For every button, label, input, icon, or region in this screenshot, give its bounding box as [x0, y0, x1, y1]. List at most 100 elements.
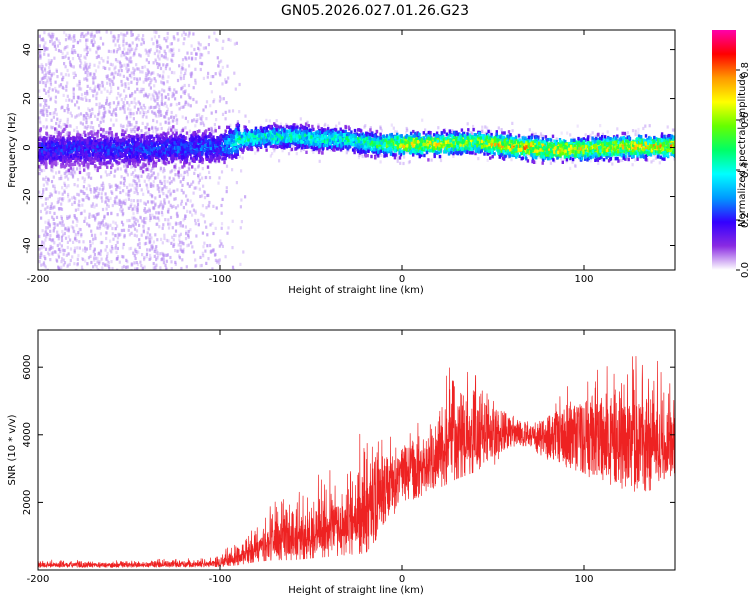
spectrogram-noise-cell — [81, 97, 84, 101]
spectrogram-noise-cell — [42, 183, 45, 187]
spectrogram-noise-cell — [98, 187, 101, 191]
spectrogram-noise-cell — [144, 168, 148, 172]
spectrogram-noise-cell — [188, 129, 191, 133]
spectrogram-noise-cell — [150, 71, 153, 75]
spectrogram-noise-cell — [69, 63, 72, 67]
spectrogram-noise-cell — [132, 66, 135, 71]
spectrogram-noise-cell — [96, 268, 99, 270]
spectrogram-halo-cell — [396, 153, 399, 157]
spectrogram-noise-cell — [85, 63, 88, 67]
spectrogram-noise-cell — [169, 255, 172, 260]
spectrogram-noise-cell — [85, 39, 88, 43]
spectrogram-noise-cell — [199, 52, 202, 56]
spectrogram-noise-cell — [45, 135, 49, 139]
spectrogram-halo-cell — [395, 130, 398, 134]
spectrogram-noise-cell — [76, 100, 79, 104]
spectrogram-noise-cell — [113, 201, 117, 206]
spectrogram-noise-cell — [156, 62, 159, 66]
spectrogram-noise-cell — [69, 247, 73, 251]
spectrogram-noise-cell — [120, 228, 123, 233]
spectrogram-noise-cell — [146, 157, 149, 161]
spectrogram-noise-cell — [54, 86, 57, 91]
spectrogram-noise-cell — [44, 256, 47, 260]
spectrogram-halo-cell — [380, 128, 383, 132]
spectrogram-noise-cell — [80, 234, 83, 238]
spectrogram-halo-cell — [390, 123, 393, 127]
spectrogram-noise-cell — [73, 249, 76, 253]
spectrogram-noise-cell — [143, 256, 146, 260]
spectrogram-noise-cell — [89, 114, 92, 118]
spectrogram-noise-cell — [83, 48, 86, 52]
spectrogram-noise-cell — [84, 216, 87, 220]
spectrogram-noise-cell — [41, 112, 44, 116]
spectrogram-noise-cell — [233, 71, 236, 75]
spectrogram-cell — [636, 154, 639, 158]
spectrogram-halo-cell — [666, 125, 669, 129]
spectrogram-noise-cell — [159, 166, 162, 170]
spectrogram-noise-cell — [180, 86, 183, 91]
spectrogram-noise-cell — [151, 173, 154, 177]
spectrogram-noise-cell — [187, 93, 190, 97]
spectrogram-noise-cell — [181, 115, 184, 119]
spectrogram-noise-cell — [39, 66, 42, 70]
spectrogram-noise-cell — [158, 132, 161, 136]
spectrogram-noise-cell — [79, 121, 82, 125]
spectrogram-noise-cell — [59, 118, 62, 122]
spectrogram-noise-cell — [110, 184, 113, 188]
spectrogram-noise-cell — [182, 42, 185, 46]
spectrogram-cell — [641, 152, 644, 156]
spectrogram-noise-cell — [142, 80, 145, 84]
spectrogram-noise-cell — [155, 92, 159, 96]
spectrogram-halo-cell — [268, 119, 271, 123]
spectrogram-noise-cell — [50, 38, 53, 42]
spectrogram-noise-cell — [142, 34, 145, 38]
spectrogram-noise-cell — [83, 219, 86, 223]
spectrogram-noise-cell — [141, 121, 144, 125]
spectrogram-noise-cell — [148, 237, 151, 241]
spectrogram-noise-cell — [212, 75, 215, 79]
spectrogram-noise-cell — [88, 215, 91, 219]
spectrogram-noise-cell — [131, 33, 134, 37]
spectrogram-cell — [542, 158, 545, 162]
spectrogram-noise-cell — [91, 76, 94, 80]
spectrogram-halo-cell — [311, 148, 314, 152]
spectrogram-noise-cell — [170, 110, 173, 115]
spectrogram-noise-cell — [182, 177, 185, 181]
spectrogram-noise-cell — [49, 192, 52, 196]
spectrogram-halo-cell — [248, 120, 251, 124]
spectrogram-noise-cell — [72, 240, 75, 244]
spectrogram-noise-cell — [95, 55, 98, 60]
spectrogram-noise-cell — [181, 85, 184, 89]
spectrogram-noise-cell — [155, 159, 158, 163]
spectrogram-noise-cell — [105, 257, 108, 261]
spectrogram-noise-cell — [158, 57, 161, 61]
spectrogram-noise-cell — [162, 63, 165, 67]
spectrogram-noise-cell — [60, 235, 63, 239]
spectrogram-noise-cell — [131, 207, 135, 211]
spectrogram-noise-cell — [213, 98, 216, 102]
spectrogram-noise-cell — [136, 219, 139, 223]
spectrogram-noise-cell — [135, 120, 138, 124]
spectrogram-noise-cell — [220, 170, 224, 174]
spectrogram-halo-cell — [450, 129, 453, 133]
spectrogram-noise-cell — [111, 247, 114, 251]
spectrogram-noise-cell — [97, 54, 100, 58]
spectrogram-noise-cell — [101, 221, 104, 225]
spectrogram-noise-cell — [45, 175, 48, 179]
spectrogram-halo-cell — [295, 152, 298, 156]
spectrogram-cell — [87, 132, 90, 136]
spectrogram-noise-cell — [116, 159, 119, 163]
spectrogram-noise-cell — [75, 126, 78, 130]
spectrogram-noise-cell — [205, 225, 208, 229]
spectrogram-noise-cell — [225, 80, 229, 84]
spectrogram-noise-cell — [215, 37, 218, 42]
spectrogram-noise-cell — [174, 97, 177, 101]
spectrogram-noise-cell — [45, 126, 48, 130]
spectrogram-noise-cell — [138, 223, 141, 227]
spectrogram-noise-cell — [60, 215, 63, 219]
spectrogram-noise-cell — [52, 184, 55, 188]
spectrogram-halo-cell — [626, 131, 629, 135]
spectrogram-noise-cell — [38, 34, 41, 38]
spectrogram-noise-cell — [99, 36, 102, 40]
spectrogram-noise-cell — [136, 185, 139, 190]
